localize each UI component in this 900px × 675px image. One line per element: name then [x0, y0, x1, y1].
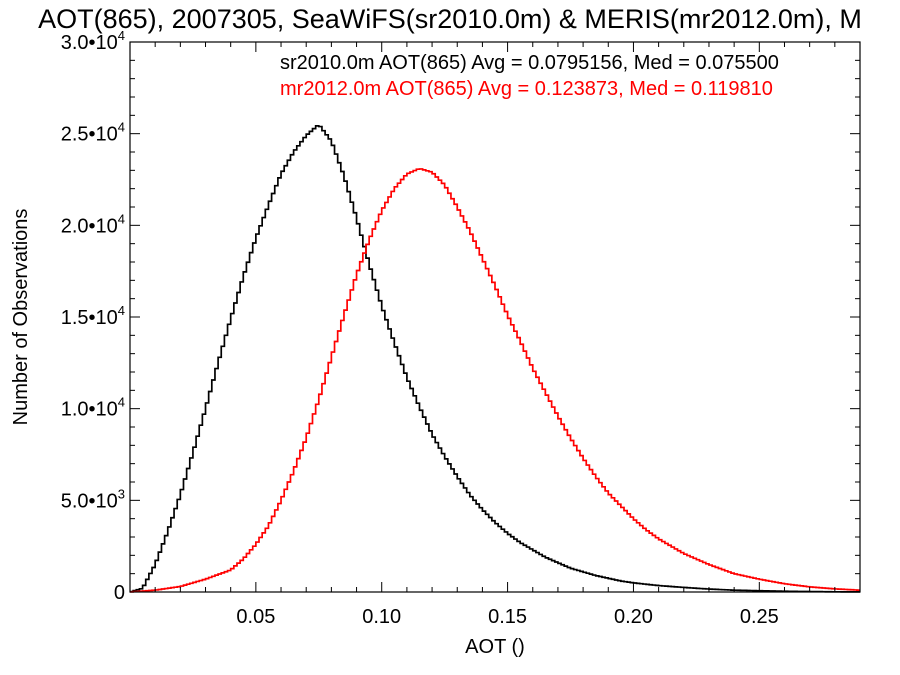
y-tick-label: 2.5•104	[61, 120, 125, 146]
series-layer	[130, 125, 860, 593]
legend: sr2010.0m AOT(865) Avg = 0.0795156, Med …	[280, 52, 779, 100]
x-tick-label: 0.20	[614, 606, 653, 628]
chart-title-text: AOT(865), 2007305, SeaWiFS(sr2010.0m) & …	[38, 4, 862, 34]
x-axis-label: AOT ()	[465, 636, 525, 658]
series-line-1	[130, 125, 860, 593]
legend-entry-1: sr2010.0m AOT(865) Avg = 0.0795156, Med …	[280, 52, 779, 74]
x-tick-label: 0.25	[740, 606, 779, 628]
y-tick-label: 3.0•104	[61, 28, 125, 54]
series-line-2	[130, 168, 860, 593]
y-tick-label: 1.5•104	[61, 303, 125, 329]
x-tick-label: 0.10	[362, 606, 401, 628]
tick-layer	[130, 42, 860, 592]
x-tick-label: 0.15	[488, 606, 527, 628]
y-tick-label: 5.0•103	[61, 486, 125, 512]
label-layer: 0.05 0.10 0.15 0.20 0.25 0 5.0•103 1.0•104 1.5•1…	[61, 28, 779, 628]
y-axis-label: Number of Observations	[10, 209, 32, 426]
plot-frame	[129, 41, 861, 593]
y-tick-label: 1.0•104	[61, 395, 125, 421]
y-tick-label: 2.0•104	[61, 211, 125, 237]
chart-title: AOT(865), 2007305, SeaWiFS(sr2010.0m) & …	[0, 4, 900, 35]
legend-entry-2: mr2012.0m AOT(865) Avg = 0.123873, Med =…	[280, 78, 773, 100]
y-tick-label: 0	[114, 582, 125, 604]
x-tick-label: 0.05	[236, 606, 275, 628]
